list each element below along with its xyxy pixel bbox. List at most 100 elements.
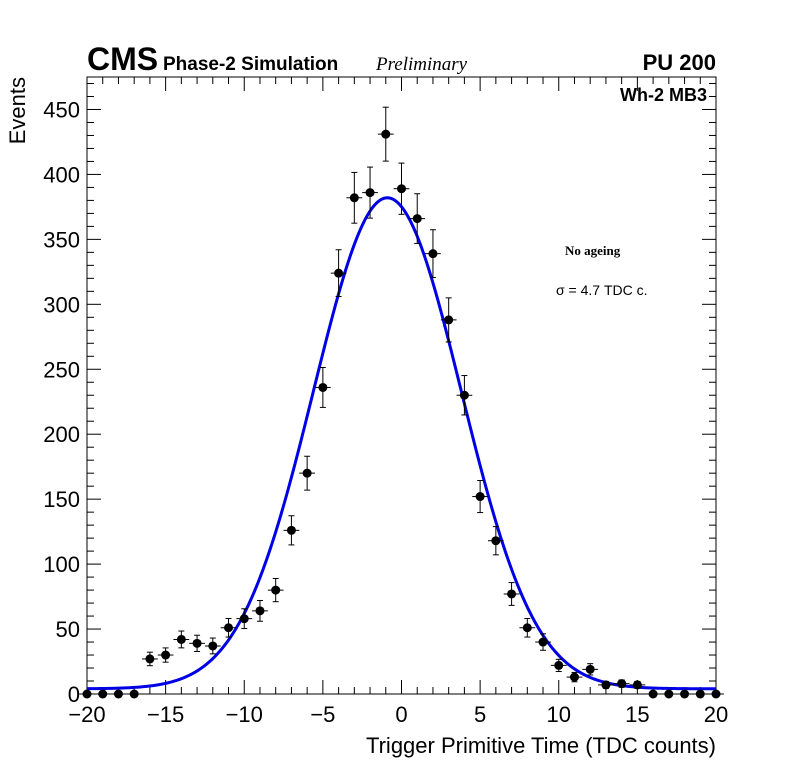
data-point — [676, 689, 693, 699]
x-tick-label: −5 — [310, 702, 335, 727]
y-axis-label: Events — [5, 77, 30, 144]
data-point — [79, 689, 95, 699]
data-marker — [255, 606, 265, 616]
data-marker — [334, 268, 344, 278]
data-marker — [129, 689, 139, 699]
data-point — [204, 637, 221, 655]
subtitle-label: Phase-2 Simulation — [163, 54, 338, 75]
y-tick-label: 350 — [43, 227, 80, 252]
y-tick-label: 50 — [56, 617, 80, 642]
y-tick-label: 200 — [43, 422, 80, 447]
data-point — [142, 651, 158, 667]
data-marker — [459, 390, 469, 400]
data-marker — [286, 525, 296, 535]
data-point — [519, 617, 536, 638]
cms-label: CMS — [87, 41, 158, 77]
data-marker — [161, 650, 171, 660]
x-tick-label: 20 — [704, 702, 728, 727]
data-point — [346, 171, 363, 224]
data-marker — [302, 468, 312, 478]
data-marker — [428, 249, 438, 259]
data-point — [598, 680, 614, 690]
data-point — [472, 480, 488, 514]
data-point — [456, 375, 473, 416]
data-point — [535, 633, 551, 651]
data-marker — [648, 689, 658, 699]
x-tick-label: −15 — [147, 702, 184, 727]
data-marker — [176, 634, 186, 644]
data-point — [126, 689, 143, 699]
data-point — [550, 658, 567, 673]
data-marker — [522, 623, 532, 633]
data-marker — [271, 585, 281, 595]
data-marker — [507, 589, 517, 599]
data-marker — [664, 689, 674, 699]
data-point — [267, 577, 284, 603]
data-point — [315, 366, 331, 408]
data-point — [393, 162, 410, 215]
data-marker — [695, 689, 705, 699]
data-marker — [98, 689, 108, 699]
y-tick-label: 100 — [43, 552, 80, 577]
x-tick-label: 10 — [547, 702, 571, 727]
x-tick-label: 15 — [625, 702, 649, 727]
data-marker — [145, 654, 155, 664]
data-point — [362, 166, 378, 219]
data-marker — [192, 638, 202, 648]
data-marker — [585, 664, 595, 674]
data-marker — [224, 623, 234, 633]
y-axis: 0 50 100 150 200 250 300 350 400 450 — [43, 82, 716, 707]
y-tick-label: 0 — [68, 682, 80, 707]
data-point — [425, 229, 441, 279]
data-point — [94, 689, 111, 699]
data-marker — [569, 672, 579, 682]
fit-layer — [86, 196, 716, 691]
y-tick-label: 450 — [43, 97, 80, 122]
x-tick-label: −20 — [68, 702, 105, 727]
data-marker — [365, 188, 375, 198]
data-marker — [349, 193, 359, 203]
data-point — [692, 689, 709, 699]
data-point — [409, 193, 426, 244]
x-axis: −20 −15 −10 −5 0 5 10 15 20 — [68, 77, 728, 727]
status-label: Preliminary — [375, 54, 468, 75]
data-marker — [601, 680, 611, 690]
data-point — [252, 599, 268, 622]
data-point — [566, 671, 583, 683]
data-marker — [680, 689, 690, 699]
data-marker — [113, 689, 123, 699]
y-tick-label: 150 — [43, 487, 80, 512]
data-point — [377, 106, 394, 162]
data-point — [487, 526, 504, 556]
data-marker — [318, 382, 328, 392]
data-points — [79, 106, 724, 699]
data-marker — [82, 689, 92, 699]
data-point — [503, 582, 520, 606]
data-point — [299, 455, 316, 491]
data-marker — [397, 184, 406, 194]
data-marker — [208, 641, 218, 651]
y-tick-label: 400 — [43, 162, 80, 187]
data-marker — [381, 129, 391, 139]
x-tick-label: −10 — [226, 702, 263, 727]
x-axis-label: Trigger Primitive Time (TDC counts) — [366, 733, 716, 758]
annotation-ageing: No ageing — [565, 243, 621, 258]
data-point — [582, 663, 599, 676]
data-marker — [617, 679, 627, 689]
y-tick-label: 300 — [43, 292, 80, 317]
data-point — [440, 297, 457, 343]
data-marker — [239, 614, 249, 624]
data-point — [660, 689, 677, 699]
data-marker — [475, 492, 485, 502]
data-marker — [491, 536, 501, 546]
data-marker — [538, 637, 548, 647]
data-point — [157, 647, 174, 663]
y-tick-label: 250 — [43, 357, 80, 382]
data-marker — [554, 660, 564, 670]
data-point — [220, 617, 237, 638]
chart-title: Wh-2 MB3 — [620, 85, 707, 105]
data-point — [613, 679, 630, 689]
data-point — [708, 689, 724, 699]
data-marker — [412, 214, 422, 224]
